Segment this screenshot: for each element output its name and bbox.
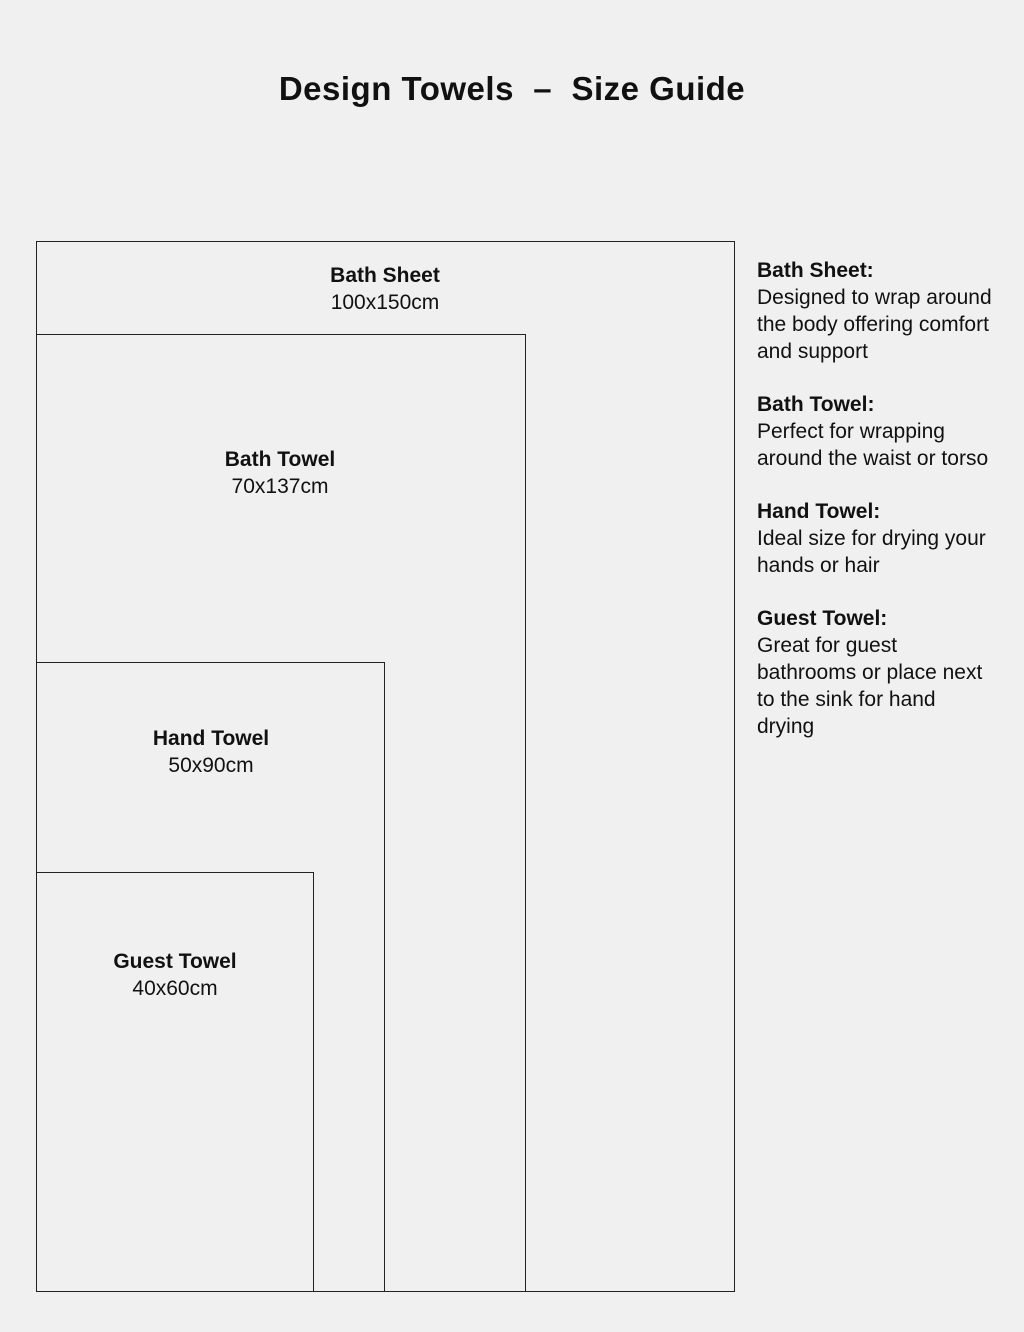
bath-sheet-size: 100x150cm	[330, 291, 440, 314]
description-text: Great for guest bathrooms or place next …	[757, 634, 983, 738]
description-text: Designed to wrap around the body offerin…	[757, 286, 992, 363]
description-bath-sheet: Bath Sheet: Designed to wrap around the …	[757, 257, 992, 365]
description-heading: Bath Sheet:	[757, 259, 874, 282]
description-text: Ideal size for drying your hands or hair	[757, 527, 986, 577]
page-title: Design Towels – Size Guide	[278, 70, 746, 107]
size-descriptions: Bath Sheet: Designed to wrap around the …	[757, 257, 992, 766]
description-guest-towel: Guest Towel: Great for guest bathrooms o…	[757, 605, 992, 740]
description-heading: Hand Towel:	[757, 500, 881, 523]
guest-towel-name: Guest Towel	[113, 950, 237, 973]
hand-towel-size: 50x90cm	[168, 754, 254, 777]
description-hand-towel: Hand Towel: Ideal size for drying your h…	[757, 498, 992, 579]
guest-towel-size: 40x60cm	[132, 977, 218, 1000]
bath-sheet-name: Bath Sheet	[330, 264, 440, 287]
bath-towel-name: Bath Towel	[224, 448, 336, 471]
bath-towel-size: 70x137cm	[231, 475, 329, 498]
description-text: Perfect for wrapping around the waist or…	[757, 420, 989, 470]
bath-sheet-label: Bath Sheet 100x150cm	[285, 262, 485, 316]
description-heading: Bath Towel:	[757, 393, 875, 416]
guest-towel-label: Guest Towel 40x60cm	[75, 948, 275, 1002]
hand-towel-label: Hand Towel 50x90cm	[111, 725, 311, 779]
guest-towel-outline	[36, 872, 314, 1292]
description-bath-towel: Bath Towel: Perfect for wrapping around …	[757, 391, 992, 472]
bath-towel-label: Bath Towel 70x137cm	[180, 446, 380, 500]
description-heading: Guest Towel:	[757, 607, 888, 630]
hand-towel-name: Hand Towel	[152, 727, 270, 750]
